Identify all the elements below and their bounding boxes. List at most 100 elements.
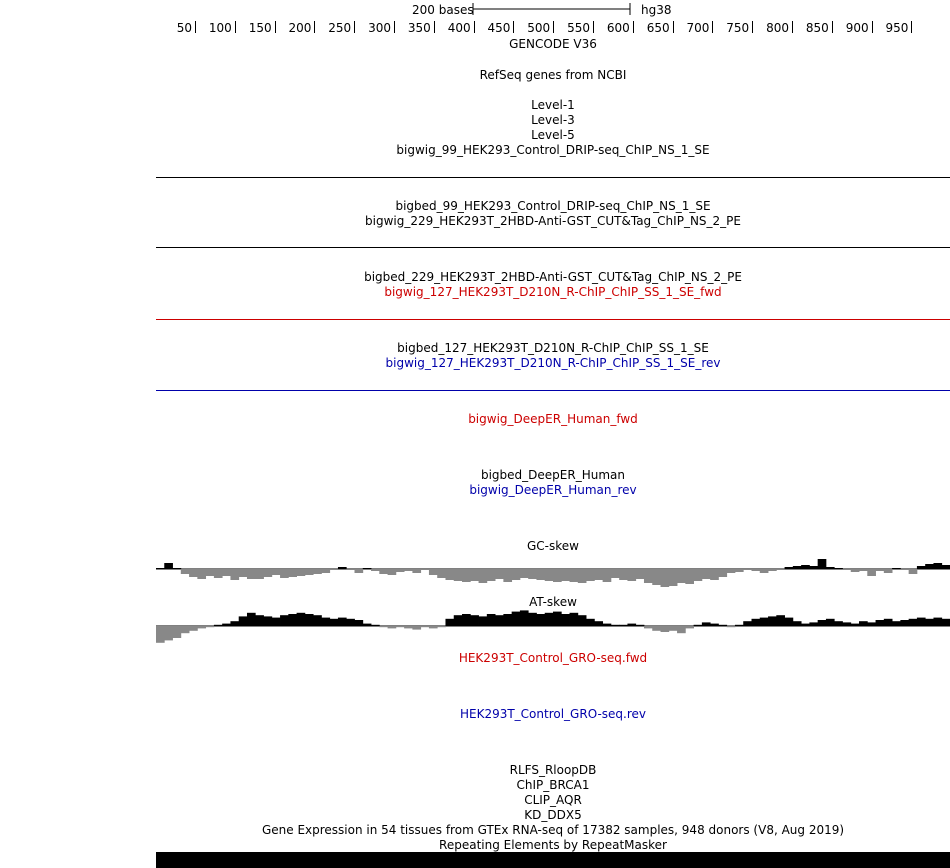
track-label-rlfs[interactable]: RLFS_RloopDB (509, 763, 597, 777)
at-skew-bar (718, 624, 728, 626)
at-skew-bar (197, 626, 207, 629)
gc-skew-bar (933, 563, 943, 569)
at-skew-bar (189, 626, 198, 631)
track-label-bigwig-127-fwd[interactable]: bigwig_127_HEK293T_D210N_R-ChIP_ChIP_SS_… (384, 285, 722, 299)
ruler-tick-mark (632, 21, 634, 33)
gc-skew-bar (643, 569, 653, 583)
at-skew-bar (337, 617, 347, 626)
ruler-tick-mark (553, 21, 555, 33)
ruler-tick-mark (593, 21, 594, 33)
at-skew-bar (784, 617, 794, 626)
at-skew-bar (495, 615, 504, 626)
ruler-tick-label: 400 (447, 21, 471, 35)
ruler-tick-label: 350 (407, 21, 431, 35)
gc-skew-bar (726, 569, 736, 573)
track-label-chip-brca1[interactable]: ChIP_BRCA1 (516, 778, 590, 792)
at-skew-bar (205, 626, 215, 628)
track-label-repeatmasker[interactable]: Repeating Elements by RepeatMasker (439, 838, 667, 852)
track-label-bigbed-99[interactable]: bigbed_99_HEK293_Control_DRIP-seq_ChIP_N… (395, 199, 711, 213)
track-label-level5[interactable]: Level-5 (531, 128, 575, 142)
track-label-bigbed-127[interactable]: bigbed_127_HEK293T_D210N_R-ChIP_ChIP_SS_… (397, 341, 709, 355)
at-skew-bar (875, 620, 885, 626)
track-label-refseq[interactable]: RefSeq genes from NCBI (479, 68, 627, 82)
gc-skew-bar (420, 569, 430, 570)
track-label-clip-aqr[interactable]: CLIP_AQR (524, 793, 582, 807)
at-skew-bar (751, 618, 761, 626)
track-label-deeper-rev[interactable]: bigwig_DeepER_Human_rev (469, 483, 637, 497)
track-label-deeper-fwd[interactable]: bigwig_DeepER_Human_fwd (468, 412, 638, 426)
at-skew-bar (404, 626, 413, 629)
track-label-bigwig-99[interactable]: bigwig_99_HEK293_Control_DRIP-seq_ChIP_N… (396, 143, 710, 157)
track-label-at-skew[interactable]: AT-skew (529, 595, 577, 609)
at-skew-bar (883, 618, 893, 626)
track-label-bigbed-229[interactable]: bigbed_229_HEK293T_2HBD-Anti-GST_CUT&Tag… (364, 270, 742, 284)
gc-skew-bar (619, 569, 628, 580)
at-skew-bar (941, 618, 950, 626)
ruler-tick-mark (314, 21, 316, 33)
at-skew-bar (246, 612, 256, 626)
ruler-tick-label: 150 (248, 21, 272, 35)
at-skew-bar (916, 617, 926, 626)
gc-skew-bar (362, 568, 372, 569)
track-label-gtex[interactable]: Gene Expression in 54 tissues from GTEx … (261, 823, 845, 837)
at-skew-bar (222, 623, 231, 626)
at-skew-bar (470, 615, 479, 626)
track-label-gencode[interactable]: GENCODE V36 (509, 37, 597, 51)
ruler-tick-label: 200 (288, 21, 312, 35)
at-skew-bar (561, 614, 570, 626)
ruler-tick-mark (792, 21, 793, 33)
at-skew-bar (701, 622, 711, 626)
gc-skew-bar (445, 569, 455, 580)
gc-skew-bar (577, 569, 587, 583)
at-skew-bar (610, 624, 620, 626)
track-label-gc-skew[interactable]: GC-skew (527, 539, 579, 553)
bigwig-229-signal-baseline (156, 247, 950, 248)
gc-skew-bar (900, 569, 910, 570)
track-label-deeper-bed[interactable]: bigbed_DeepER_Human (480, 468, 625, 482)
at-skew-bar (263, 616, 273, 626)
gc-skew-signal (156, 559, 950, 587)
at-skew-bar (519, 610, 529, 626)
gc-skew-bar (156, 568, 165, 569)
ruler-tick-label: 500 (527, 21, 551, 35)
ruler-tick-mark (354, 21, 356, 33)
gc-skew-bar (561, 569, 570, 581)
gc-skew-bar (842, 569, 852, 570)
at-skew-bar (478, 616, 488, 626)
gc-skew-bar (503, 569, 513, 582)
at-skew-bar (180, 626, 190, 634)
track-label-gro-rev[interactable]: HEK293T_Control_GRO-seq.rev (459, 707, 647, 721)
track-label-bigwig-127-rev[interactable]: bigwig_127_HEK293T_D210N_R-ChIP_ChIP_SS_… (385, 356, 721, 370)
track-label-level1[interactable]: Level-1 (531, 98, 575, 112)
gc-skew-bar (701, 569, 711, 579)
ruler-tick-mark (274, 21, 276, 33)
gc-skew-bar (189, 569, 198, 577)
gc-skew-bar (180, 569, 190, 574)
gc-skew-bar (925, 564, 934, 569)
gc-skew-bar (809, 566, 819, 569)
gc-skew-bar (759, 569, 769, 573)
at-skew-bar (577, 615, 587, 626)
at-skew-bar (925, 618, 934, 626)
track-label-gro-fwd[interactable]: HEK293T_Control_GRO-seq.fwd (458, 651, 648, 665)
gc-skew-bar (404, 569, 413, 571)
ruler-tick-label: 600 (606, 21, 630, 35)
at-skew-bar (834, 621, 843, 626)
gc-skew-bar (519, 569, 529, 578)
gc-skew-bar (867, 569, 876, 576)
gc-skew-bar (478, 569, 488, 583)
gc-skew-bar (569, 569, 579, 582)
ruler-tick-label: 300 (368, 21, 391, 35)
track-label-level3[interactable]: Level-3 (531, 113, 575, 127)
gc-skew-bar (916, 566, 926, 569)
at-skew-bar (387, 626, 397, 629)
ruler-tick-label: 550 (567, 21, 590, 35)
at-skew-bar (627, 623, 637, 626)
track-label-kd-ddx5[interactable]: KD_DDX5 (524, 808, 582, 822)
ruler-tick-mark (752, 21, 754, 33)
gc-skew-bar (329, 569, 339, 570)
track-label-bigwig-229[interactable]: bigwig_229_HEK293T_2HBD-Anti-GST_CUT&Tag… (365, 214, 741, 228)
at-skew-bar (792, 621, 802, 626)
at-skew-bar (238, 616, 248, 626)
at-skew-bar (900, 620, 910, 626)
